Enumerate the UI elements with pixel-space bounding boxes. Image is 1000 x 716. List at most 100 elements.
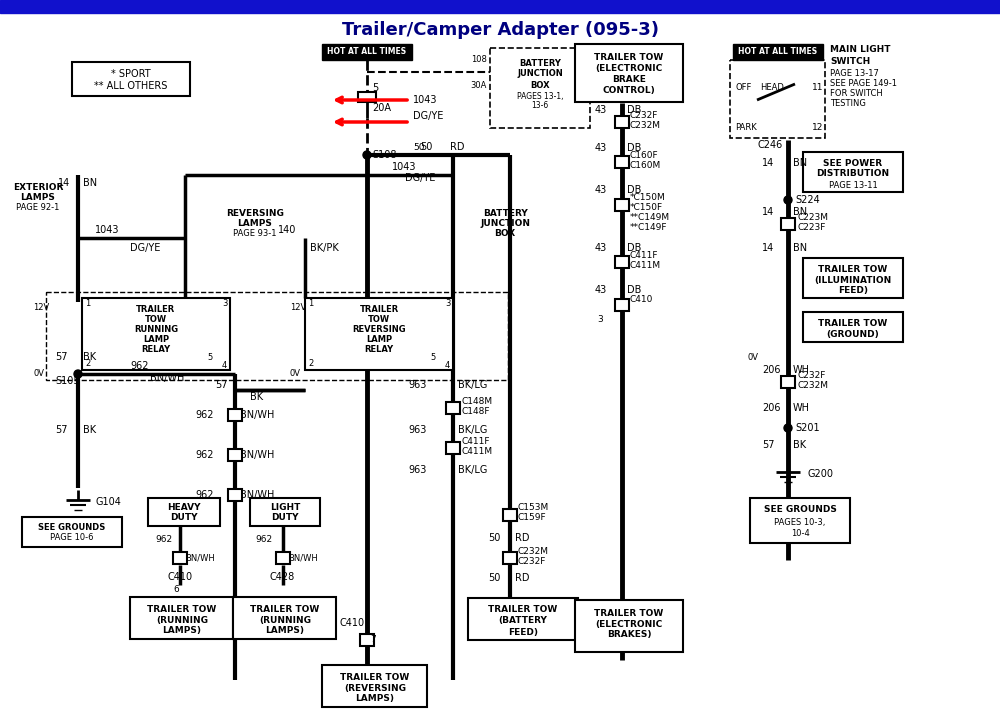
Text: SEE PAGE 149-1: SEE PAGE 149-1	[830, 79, 897, 87]
Text: BOX: BOX	[530, 80, 550, 90]
Text: BK/PK: BK/PK	[310, 243, 339, 253]
Text: PARK: PARK	[735, 122, 757, 132]
Text: 11: 11	[812, 84, 824, 92]
Text: 50: 50	[414, 142, 425, 152]
Text: 0V: 0V	[748, 354, 759, 362]
Bar	[781, 218, 795, 230]
Text: 43: 43	[595, 285, 607, 295]
Bar	[503, 509, 517, 521]
Text: C232M: C232M	[797, 382, 828, 390]
Text: 1043: 1043	[413, 95, 438, 105]
Text: SEE GROUNDS: SEE GROUNDS	[38, 523, 106, 531]
Bar	[0, 0, 1000, 13]
Text: SEE POWER: SEE POWER	[823, 158, 883, 168]
Text: 108: 108	[471, 56, 487, 64]
Bar	[733, 44, 823, 60]
Text: C410: C410	[168, 572, 193, 582]
Text: TRAILER TOW: TRAILER TOW	[594, 609, 664, 617]
Text: * SPORT: * SPORT	[111, 69, 151, 79]
Text: 962: 962	[195, 450, 214, 460]
Text: 57: 57	[762, 440, 774, 450]
Text: BATTERY: BATTERY	[519, 59, 561, 67]
Text: BOX: BOX	[494, 228, 516, 238]
Text: 3: 3	[597, 316, 603, 324]
Text: TRAILER TOW: TRAILER TOW	[818, 319, 888, 327]
Text: PAGE 93-1: PAGE 93-1	[233, 228, 277, 238]
Text: 0V: 0V	[290, 369, 301, 379]
Text: TRAILER: TRAILER	[136, 306, 176, 314]
Text: 12V: 12V	[290, 304, 306, 312]
Text: 0V: 0V	[33, 369, 44, 379]
Text: S224: S224	[795, 195, 820, 205]
Text: 3: 3	[445, 299, 450, 307]
Text: PAGE 10-6: PAGE 10-6	[50, 533, 94, 541]
Text: 12V: 12V	[33, 304, 49, 312]
Text: JUNCTION: JUNCTION	[517, 69, 563, 79]
Text: BN/WH: BN/WH	[150, 373, 184, 383]
Text: 12: 12	[812, 122, 823, 132]
Text: SWITCH: SWITCH	[830, 57, 870, 67]
Text: 43: 43	[595, 105, 607, 115]
Text: BK/LG: BK/LG	[458, 425, 487, 435]
Bar	[82, 298, 230, 370]
Text: BATTERY: BATTERY	[483, 208, 527, 218]
Text: DG/YE: DG/YE	[130, 243, 160, 253]
Text: (REVERSING: (REVERSING	[344, 684, 406, 692]
Text: 1043: 1043	[392, 162, 416, 172]
Text: C411F: C411F	[462, 437, 490, 447]
Text: TRAILER TOW: TRAILER TOW	[147, 604, 217, 614]
Text: CONTROL): CONTROL)	[603, 85, 655, 95]
Text: 140: 140	[278, 225, 296, 235]
Text: BK: BK	[250, 392, 263, 402]
Bar	[575, 600, 683, 652]
Text: RD: RD	[450, 142, 464, 152]
Text: 57: 57	[55, 425, 68, 435]
Text: 3: 3	[222, 299, 227, 307]
Text: REVERSING: REVERSING	[352, 326, 406, 334]
Text: C223M: C223M	[797, 213, 828, 223]
Text: HEAVY: HEAVY	[167, 503, 201, 513]
Text: BN/WH: BN/WH	[240, 490, 274, 500]
Text: DB: DB	[627, 243, 641, 253]
Text: RELAY: RELAY	[141, 346, 171, 354]
Text: C246: C246	[758, 140, 783, 150]
Text: PAGE 92-1: PAGE 92-1	[16, 203, 60, 213]
Text: 2: 2	[308, 359, 313, 367]
Text: 962: 962	[155, 536, 172, 544]
Text: 1: 1	[308, 299, 313, 307]
Text: 14: 14	[58, 178, 70, 188]
Text: RUNNING: RUNNING	[134, 326, 178, 334]
Text: TOW: TOW	[368, 316, 390, 324]
Text: BN/WH: BN/WH	[288, 553, 318, 563]
Text: (ELECTRONIC: (ELECTRONIC	[595, 64, 663, 72]
Text: C223F: C223F	[797, 223, 825, 233]
Text: BN/WH: BN/WH	[240, 450, 274, 460]
Text: C428: C428	[270, 572, 295, 582]
Text: RELAY: RELAY	[364, 346, 394, 354]
Bar	[615, 199, 629, 211]
Text: LAMPS): LAMPS)	[266, 626, 304, 636]
Text: 6: 6	[173, 586, 179, 594]
Text: TRAILER: TRAILER	[359, 306, 399, 314]
Text: (ELECTRONIC: (ELECTRONIC	[595, 619, 663, 629]
Text: TOW: TOW	[145, 316, 167, 324]
Text: (RUNNING: (RUNNING	[156, 616, 208, 624]
Bar	[360, 634, 374, 646]
Bar	[490, 48, 590, 128]
Text: RD: RD	[515, 573, 530, 583]
Text: LAMPS: LAMPS	[238, 218, 272, 228]
Text: C232F: C232F	[518, 558, 546, 566]
Text: 50: 50	[488, 533, 500, 543]
Bar	[615, 156, 629, 168]
Text: BN: BN	[793, 243, 807, 253]
Text: 43: 43	[595, 143, 607, 153]
Text: WH: WH	[793, 403, 810, 413]
Text: S108: S108	[372, 150, 396, 160]
Text: OFF: OFF	[735, 84, 751, 92]
Text: 20A: 20A	[372, 103, 391, 113]
Text: G200: G200	[808, 469, 834, 479]
Text: EXTERIOR: EXTERIOR	[13, 183, 63, 193]
Bar	[228, 449, 242, 461]
Text: DISTRIBUTION: DISTRIBUTION	[816, 170, 890, 178]
Text: C232M: C232M	[630, 122, 661, 130]
